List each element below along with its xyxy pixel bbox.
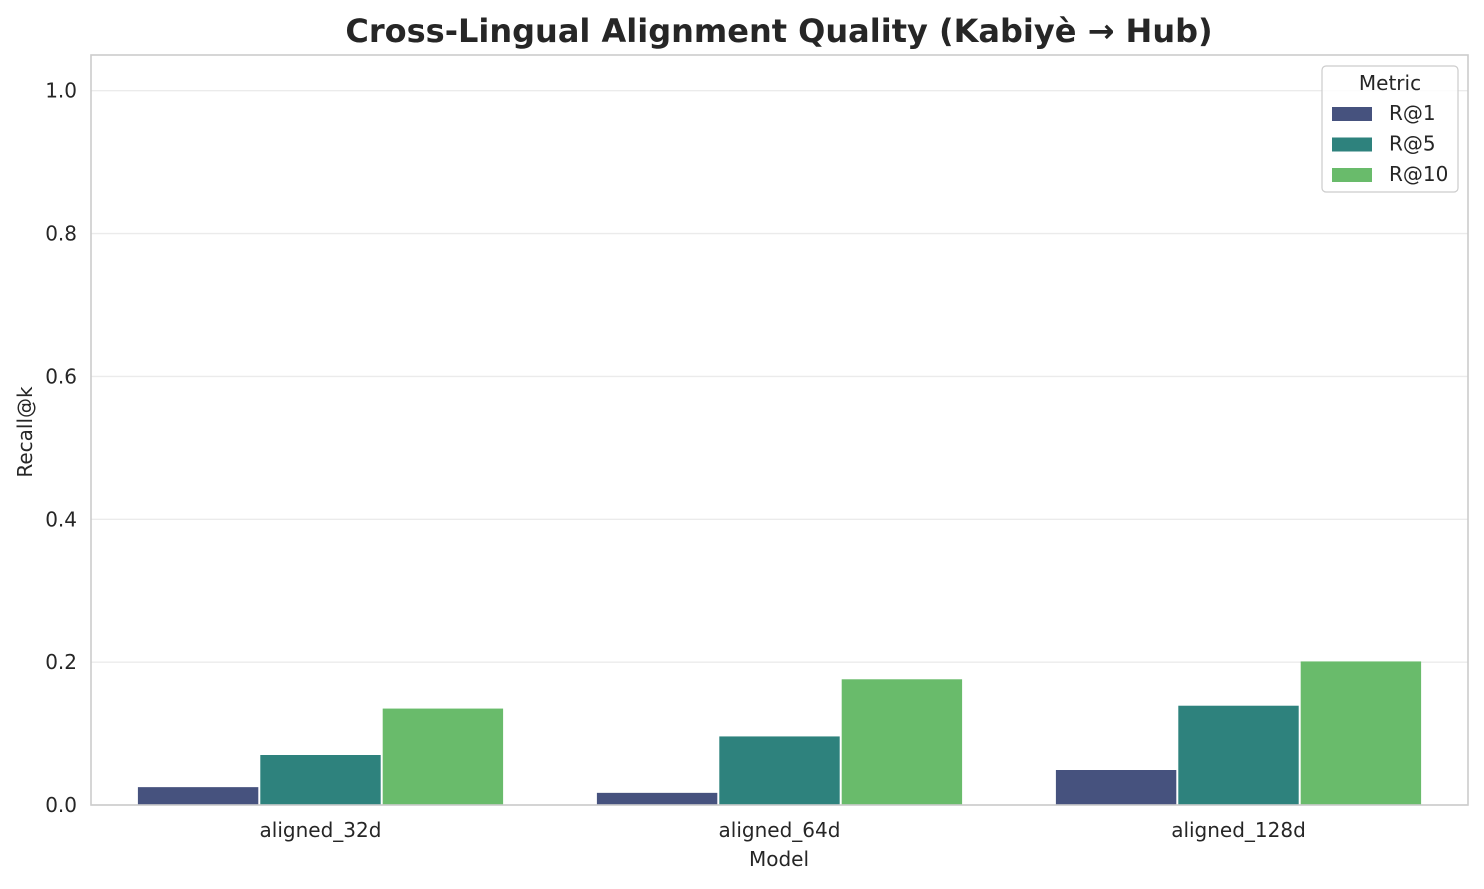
legend-swatch-r10 (1332, 168, 1372, 182)
legend-label: R@5 (1389, 132, 1436, 156)
legend: Metric R@1 R@5 R@10 (1321, 65, 1459, 193)
legend-items: R@1 R@5 R@10 (1332, 101, 1448, 186)
bar-r5-aligned-64d (719, 736, 840, 805)
bar-r10-aligned-32d (382, 708, 504, 805)
bar-r1-aligned-128d (1055, 770, 1177, 805)
y-tick-labels: 0.0 0.2 0.4 0.6 0.8 1.0 (45, 79, 77, 817)
legend-box (1321, 65, 1459, 193)
legend-label: R@10 (1389, 162, 1448, 186)
legend-swatch-r5 (1332, 137, 1372, 152)
x-tick-label: aligned_128d (1171, 818, 1306, 842)
chart-title: Cross-Lingual Alignment Quality (Kabiyè … (345, 12, 1212, 50)
bar-r5-aligned-128d (1178, 705, 1299, 805)
y-tick-label: 0.4 (45, 507, 77, 531)
y-tick-label: 1.0 (45, 79, 77, 103)
bar-r10-aligned-128d (1300, 661, 1422, 805)
bar-r5-aligned-32d (260, 755, 381, 805)
legend-swatch-r1 (1332, 107, 1372, 121)
y-tick-label: 0.8 (45, 222, 77, 246)
y-tick-label: 0.6 (45, 364, 77, 388)
y-tick-label: 0.0 (45, 793, 77, 817)
plot-frame (90, 54, 1469, 806)
bar-r1-aligned-32d (137, 787, 259, 805)
legend-label: R@1 (1389, 101, 1436, 125)
x-tick-label: aligned_32d (260, 818, 382, 842)
x-axis-label: Model (749, 847, 809, 871)
x-tick-label: aligned_64d (719, 818, 841, 842)
x-tick-labels: aligned_32d aligned_64d aligned_128d (260, 818, 1306, 842)
bars (137, 661, 1422, 805)
gridlines (91, 90, 1468, 806)
bar-r1-aligned-64d (596, 792, 718, 805)
bar-r10-aligned-64d (841, 679, 963, 805)
legend-title: Metric (1359, 71, 1421, 95)
y-tick-label: 0.2 (45, 650, 77, 674)
y-axis-label: Recall@k (13, 386, 37, 478)
